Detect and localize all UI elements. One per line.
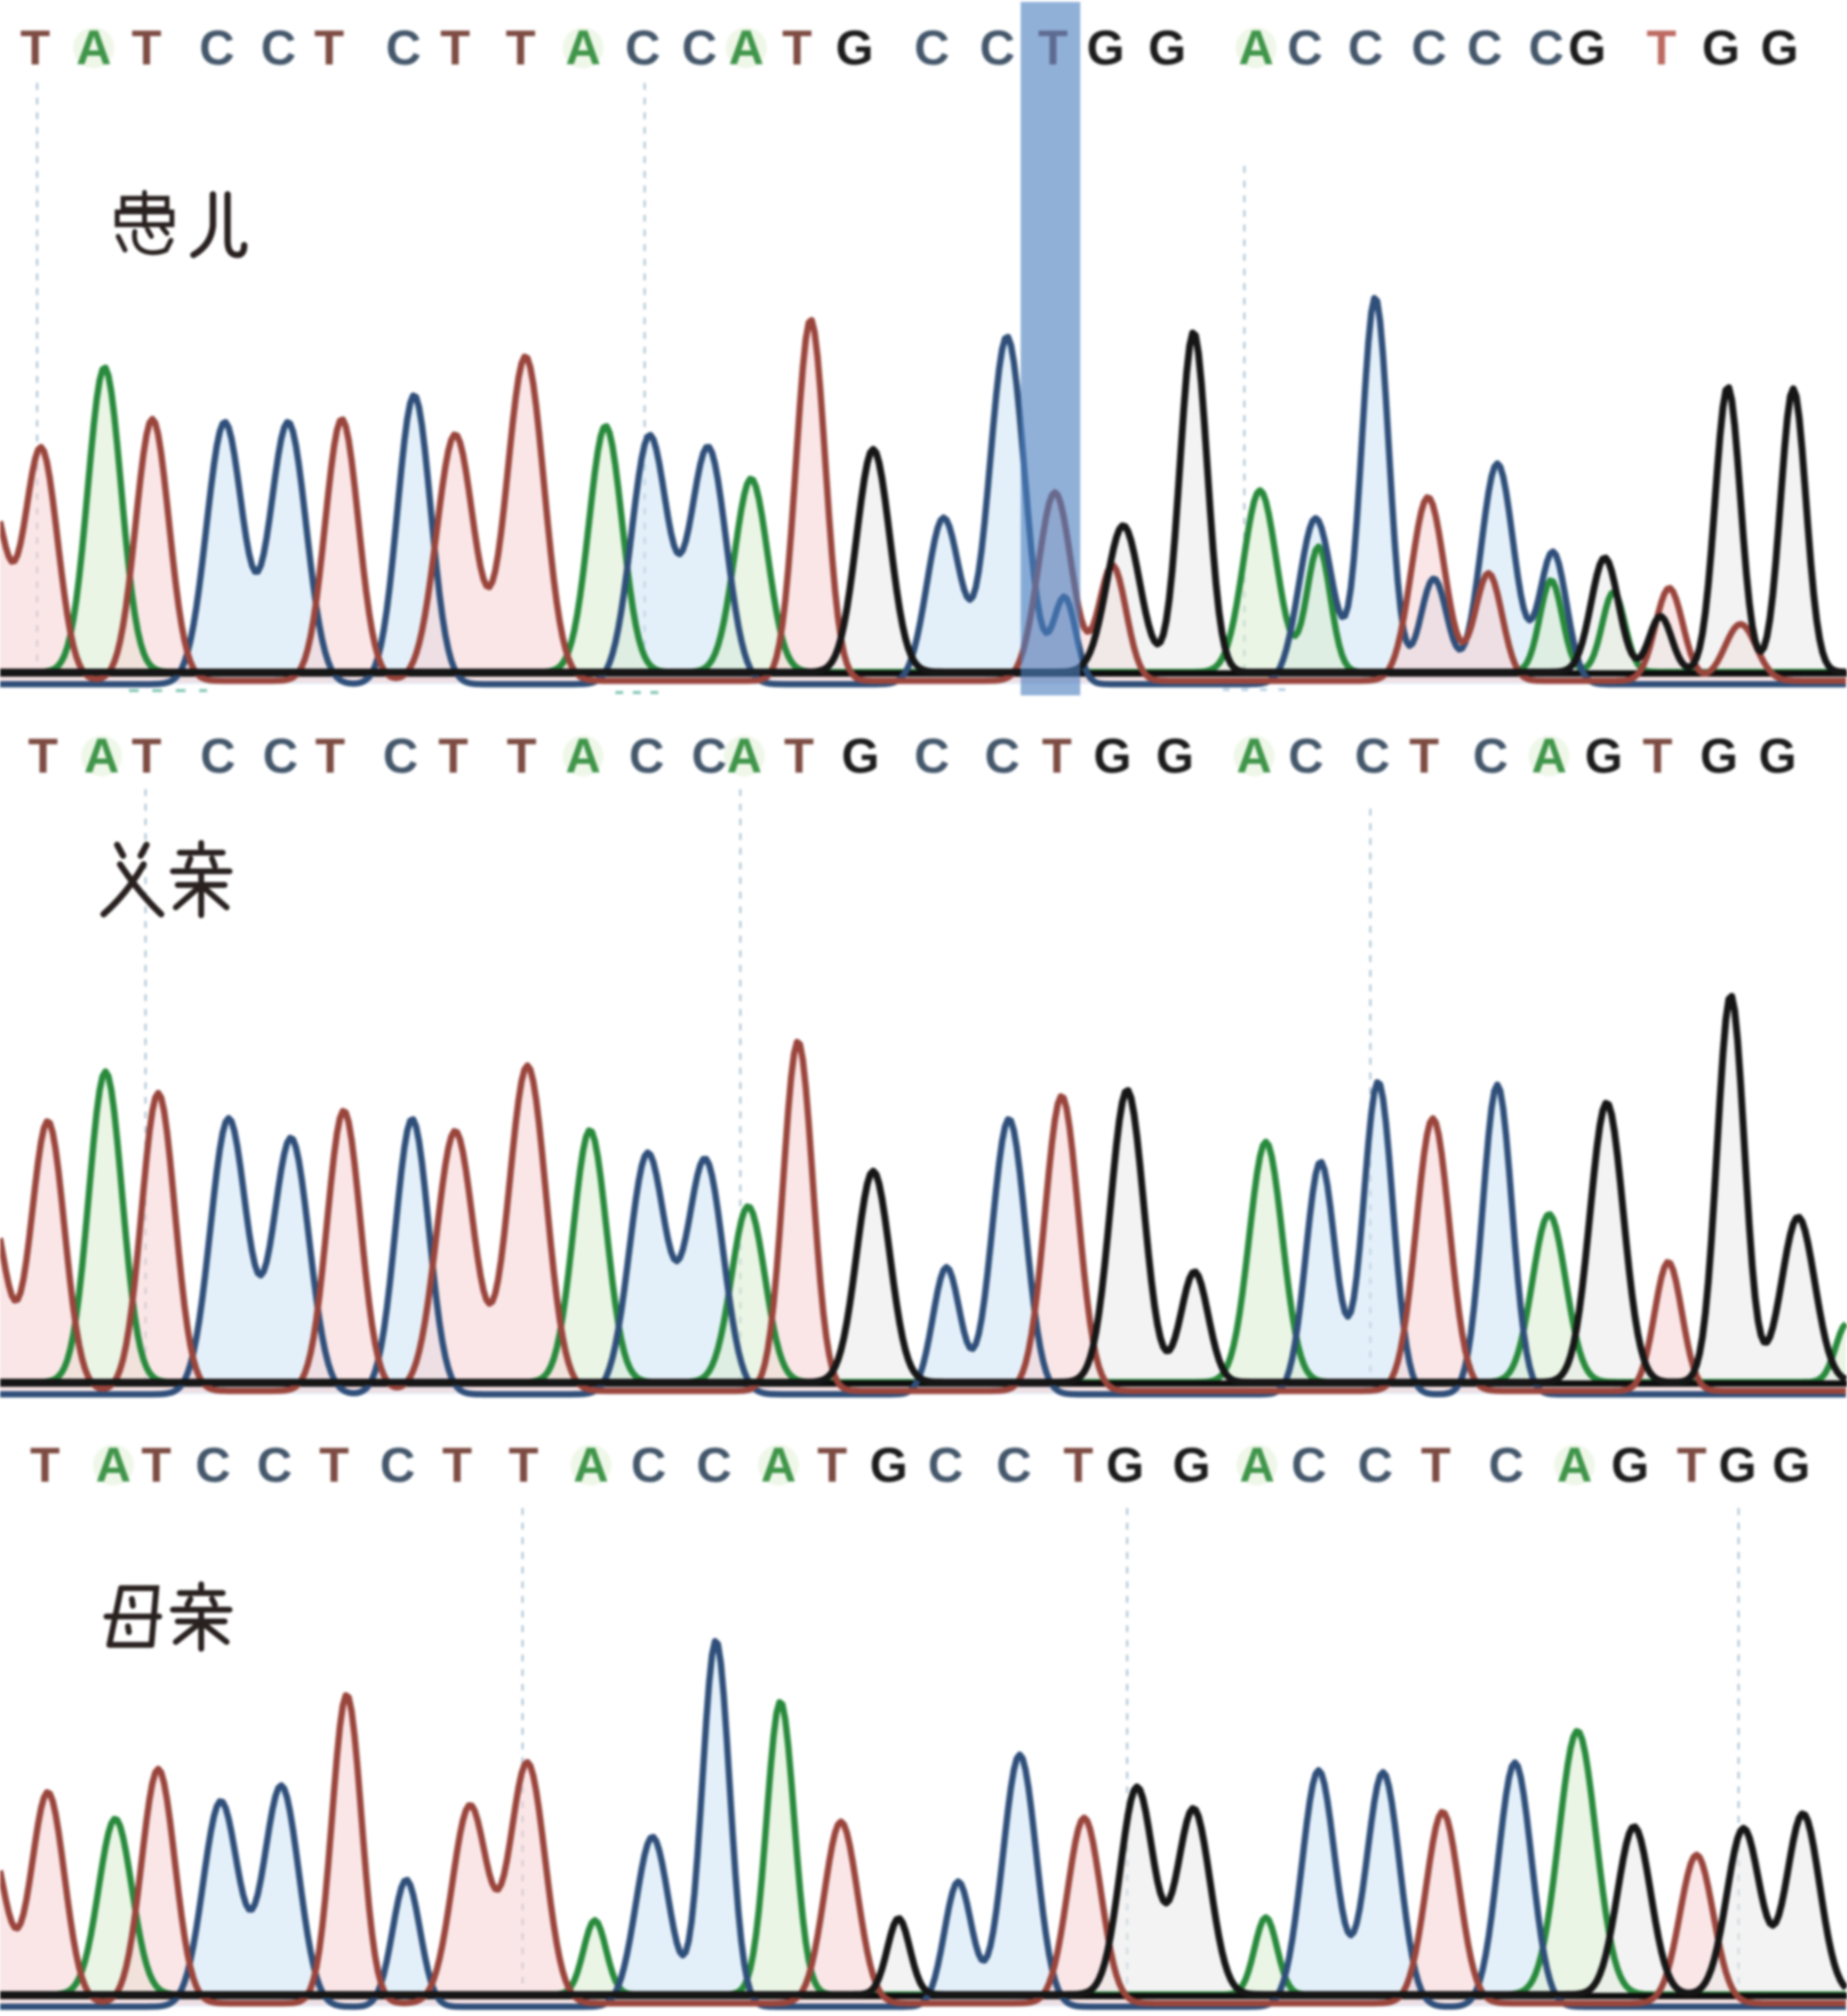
- svg-text:C: C: [261, 21, 296, 75]
- svg-text:A: A: [76, 21, 111, 75]
- svg-text:T: T: [30, 1438, 61, 1492]
- svg-text:C: C: [386, 21, 421, 75]
- svg-text:A: A: [566, 729, 601, 783]
- svg-text:C: C: [914, 729, 949, 783]
- svg-text:G: G: [1700, 729, 1739, 783]
- svg-text:C: C: [985, 729, 1020, 783]
- svg-text:G: G: [1149, 21, 1187, 75]
- svg-text:G: G: [1094, 729, 1132, 783]
- svg-text:C: C: [996, 1438, 1031, 1492]
- svg-text:C: C: [1291, 1438, 1326, 1492]
- svg-text:A: A: [573, 1438, 609, 1492]
- svg-text:T: T: [1647, 21, 1677, 75]
- svg-text:C: C: [682, 21, 717, 75]
- svg-text:C: C: [1288, 729, 1323, 783]
- svg-text:C: C: [257, 1438, 292, 1492]
- svg-text:C: C: [1348, 21, 1383, 75]
- svg-text:G: G: [1585, 729, 1623, 783]
- svg-text:T: T: [439, 729, 469, 783]
- svg-text:C: C: [380, 1438, 415, 1492]
- svg-text:G: G: [1702, 21, 1741, 75]
- svg-text:G: G: [1087, 21, 1125, 75]
- svg-text:C: C: [1489, 1438, 1524, 1492]
- svg-text:T: T: [21, 21, 51, 75]
- svg-text:C: C: [263, 729, 298, 783]
- svg-text:C: C: [1529, 21, 1564, 75]
- svg-text:T: T: [782, 21, 813, 75]
- svg-text:C: C: [1473, 729, 1508, 783]
- svg-text:T: T: [319, 1438, 350, 1492]
- svg-text:A: A: [1532, 729, 1567, 783]
- svg-text:T: T: [315, 729, 346, 783]
- svg-text:G: G: [1569, 21, 1607, 75]
- svg-text:T: T: [442, 1438, 473, 1492]
- svg-text:A: A: [566, 21, 601, 75]
- svg-text:G: G: [1761, 21, 1799, 75]
- svg-text:G: G: [1759, 729, 1797, 783]
- svg-text:A: A: [84, 729, 119, 783]
- svg-text:A: A: [761, 1438, 796, 1492]
- svg-text:A: A: [96, 1438, 131, 1492]
- svg-text:C: C: [1411, 21, 1447, 75]
- svg-text:C: C: [1355, 729, 1390, 783]
- svg-text:A: A: [1237, 729, 1272, 783]
- svg-text:C: C: [383, 729, 418, 783]
- svg-text:T: T: [142, 1438, 172, 1492]
- svg-text:C: C: [199, 21, 234, 75]
- svg-text:T: T: [784, 729, 815, 783]
- svg-text:G: G: [1156, 729, 1195, 783]
- svg-text:C: C: [200, 729, 235, 783]
- svg-text:A: A: [729, 21, 764, 75]
- svg-text:G: G: [1773, 1438, 1811, 1492]
- svg-text:T: T: [509, 1438, 539, 1492]
- svg-text:C: C: [692, 729, 727, 783]
- svg-text:T: T: [441, 21, 471, 75]
- svg-text:T: T: [28, 729, 59, 783]
- svg-text:C: C: [1287, 21, 1322, 75]
- svg-text:T: T: [1421, 1438, 1451, 1492]
- svg-text:C: C: [631, 1438, 666, 1492]
- svg-text:T: T: [1064, 1438, 1094, 1492]
- svg-text:C: C: [914, 21, 949, 75]
- svg-text:A: A: [1557, 1438, 1592, 1492]
- svg-text:C: C: [625, 21, 660, 75]
- svg-text:T: T: [1042, 729, 1072, 783]
- svg-text:A: A: [1238, 21, 1274, 75]
- svg-text:C: C: [1358, 1438, 1393, 1492]
- svg-text:T: T: [818, 1438, 848, 1492]
- svg-text:G: G: [1612, 1438, 1650, 1492]
- svg-text:G: G: [1107, 1438, 1145, 1492]
- svg-text:T: T: [315, 21, 345, 75]
- svg-text:A: A: [1239, 1438, 1275, 1492]
- svg-text:C: C: [928, 1438, 963, 1492]
- svg-text:G: G: [870, 1438, 908, 1492]
- svg-text:T: T: [507, 729, 537, 783]
- svg-text:C: C: [980, 21, 1015, 75]
- svg-text:T: T: [132, 21, 162, 75]
- svg-text:T: T: [506, 21, 536, 75]
- svg-text:G: G: [842, 729, 880, 783]
- svg-text:T: T: [1643, 729, 1673, 783]
- svg-text:C: C: [629, 729, 664, 783]
- svg-text:A: A: [727, 729, 762, 783]
- svg-text:T: T: [1677, 1438, 1707, 1492]
- svg-text:T: T: [1409, 729, 1440, 783]
- svg-text:G: G: [836, 21, 874, 75]
- svg-text:C: C: [195, 1438, 231, 1492]
- svg-text:T: T: [132, 729, 162, 783]
- svg-text:C: C: [696, 1438, 732, 1492]
- svg-text:G: G: [1173, 1438, 1211, 1492]
- svg-text:C: C: [1467, 21, 1502, 75]
- svg-text:G: G: [1719, 1438, 1757, 1492]
